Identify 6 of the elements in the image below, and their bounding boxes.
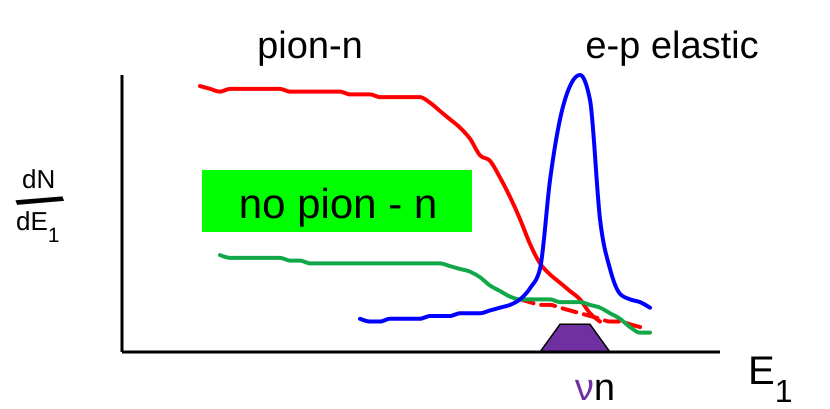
y-axis-title: dN/dE$_{1}$ xyxy=(2,164,74,246)
annotation: no pion - n xyxy=(238,180,438,227)
text: pion-n xyxy=(257,25,363,67)
series-label: νn xyxy=(574,367,616,409)
x-axis-title: E$_{1}$ xyxy=(748,349,792,409)
text: e-p elastic xyxy=(585,25,759,67)
